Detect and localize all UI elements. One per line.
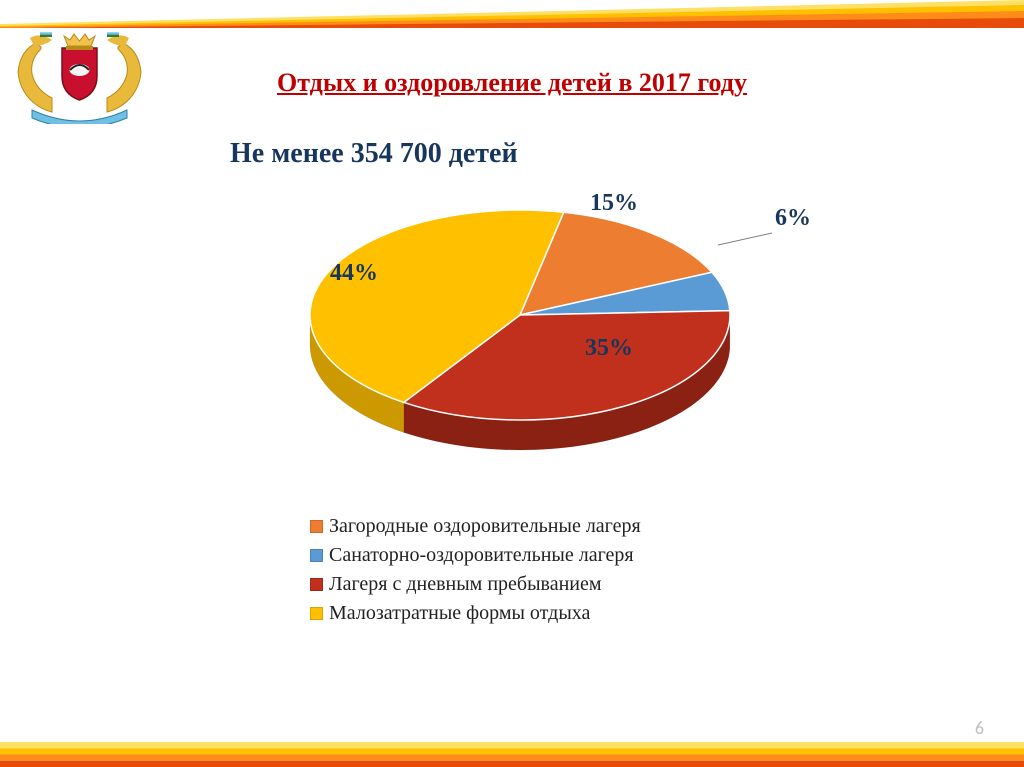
chart-subtitle: Не менее 354 700 детей xyxy=(230,138,518,170)
page-number: 6 xyxy=(975,717,984,739)
legend-label: Санаторно-оздоровительные лагеря xyxy=(329,544,634,567)
svg-text:35%: 35% xyxy=(585,335,633,361)
svg-text:44%: 44% xyxy=(330,260,378,286)
legend-item: Загородные оздоровительные лагеря xyxy=(310,515,641,538)
legend-swatch xyxy=(310,607,323,620)
svg-text:6%: 6% xyxy=(775,205,811,231)
legend-label: Малозатратные формы отдыха xyxy=(329,602,590,625)
legend-label: Загородные оздоровительные лагеря xyxy=(329,515,641,538)
legend-item: Санаторно-оздоровительные лагеря xyxy=(310,544,641,567)
svg-text:15%: 15% xyxy=(590,190,638,216)
page-title: Отдых и оздоровление детей в 2017 году xyxy=(0,68,1024,98)
legend-swatch xyxy=(310,578,323,591)
bottom-stripe xyxy=(0,742,1024,767)
legend-label: Лагеря с дневным пребыванием xyxy=(329,573,602,596)
pie-chart: 15% 6% 35% 44% xyxy=(220,175,820,495)
legend-item: Лагеря с дневным пребыванием xyxy=(310,573,641,596)
top-stripe xyxy=(0,0,1024,28)
legend-swatch xyxy=(310,520,323,533)
legend-item: Малозатратные формы отдыха xyxy=(310,602,641,625)
chart-legend: Загородные оздоровительные лагеря Санато… xyxy=(310,515,641,631)
legend-swatch xyxy=(310,549,323,562)
